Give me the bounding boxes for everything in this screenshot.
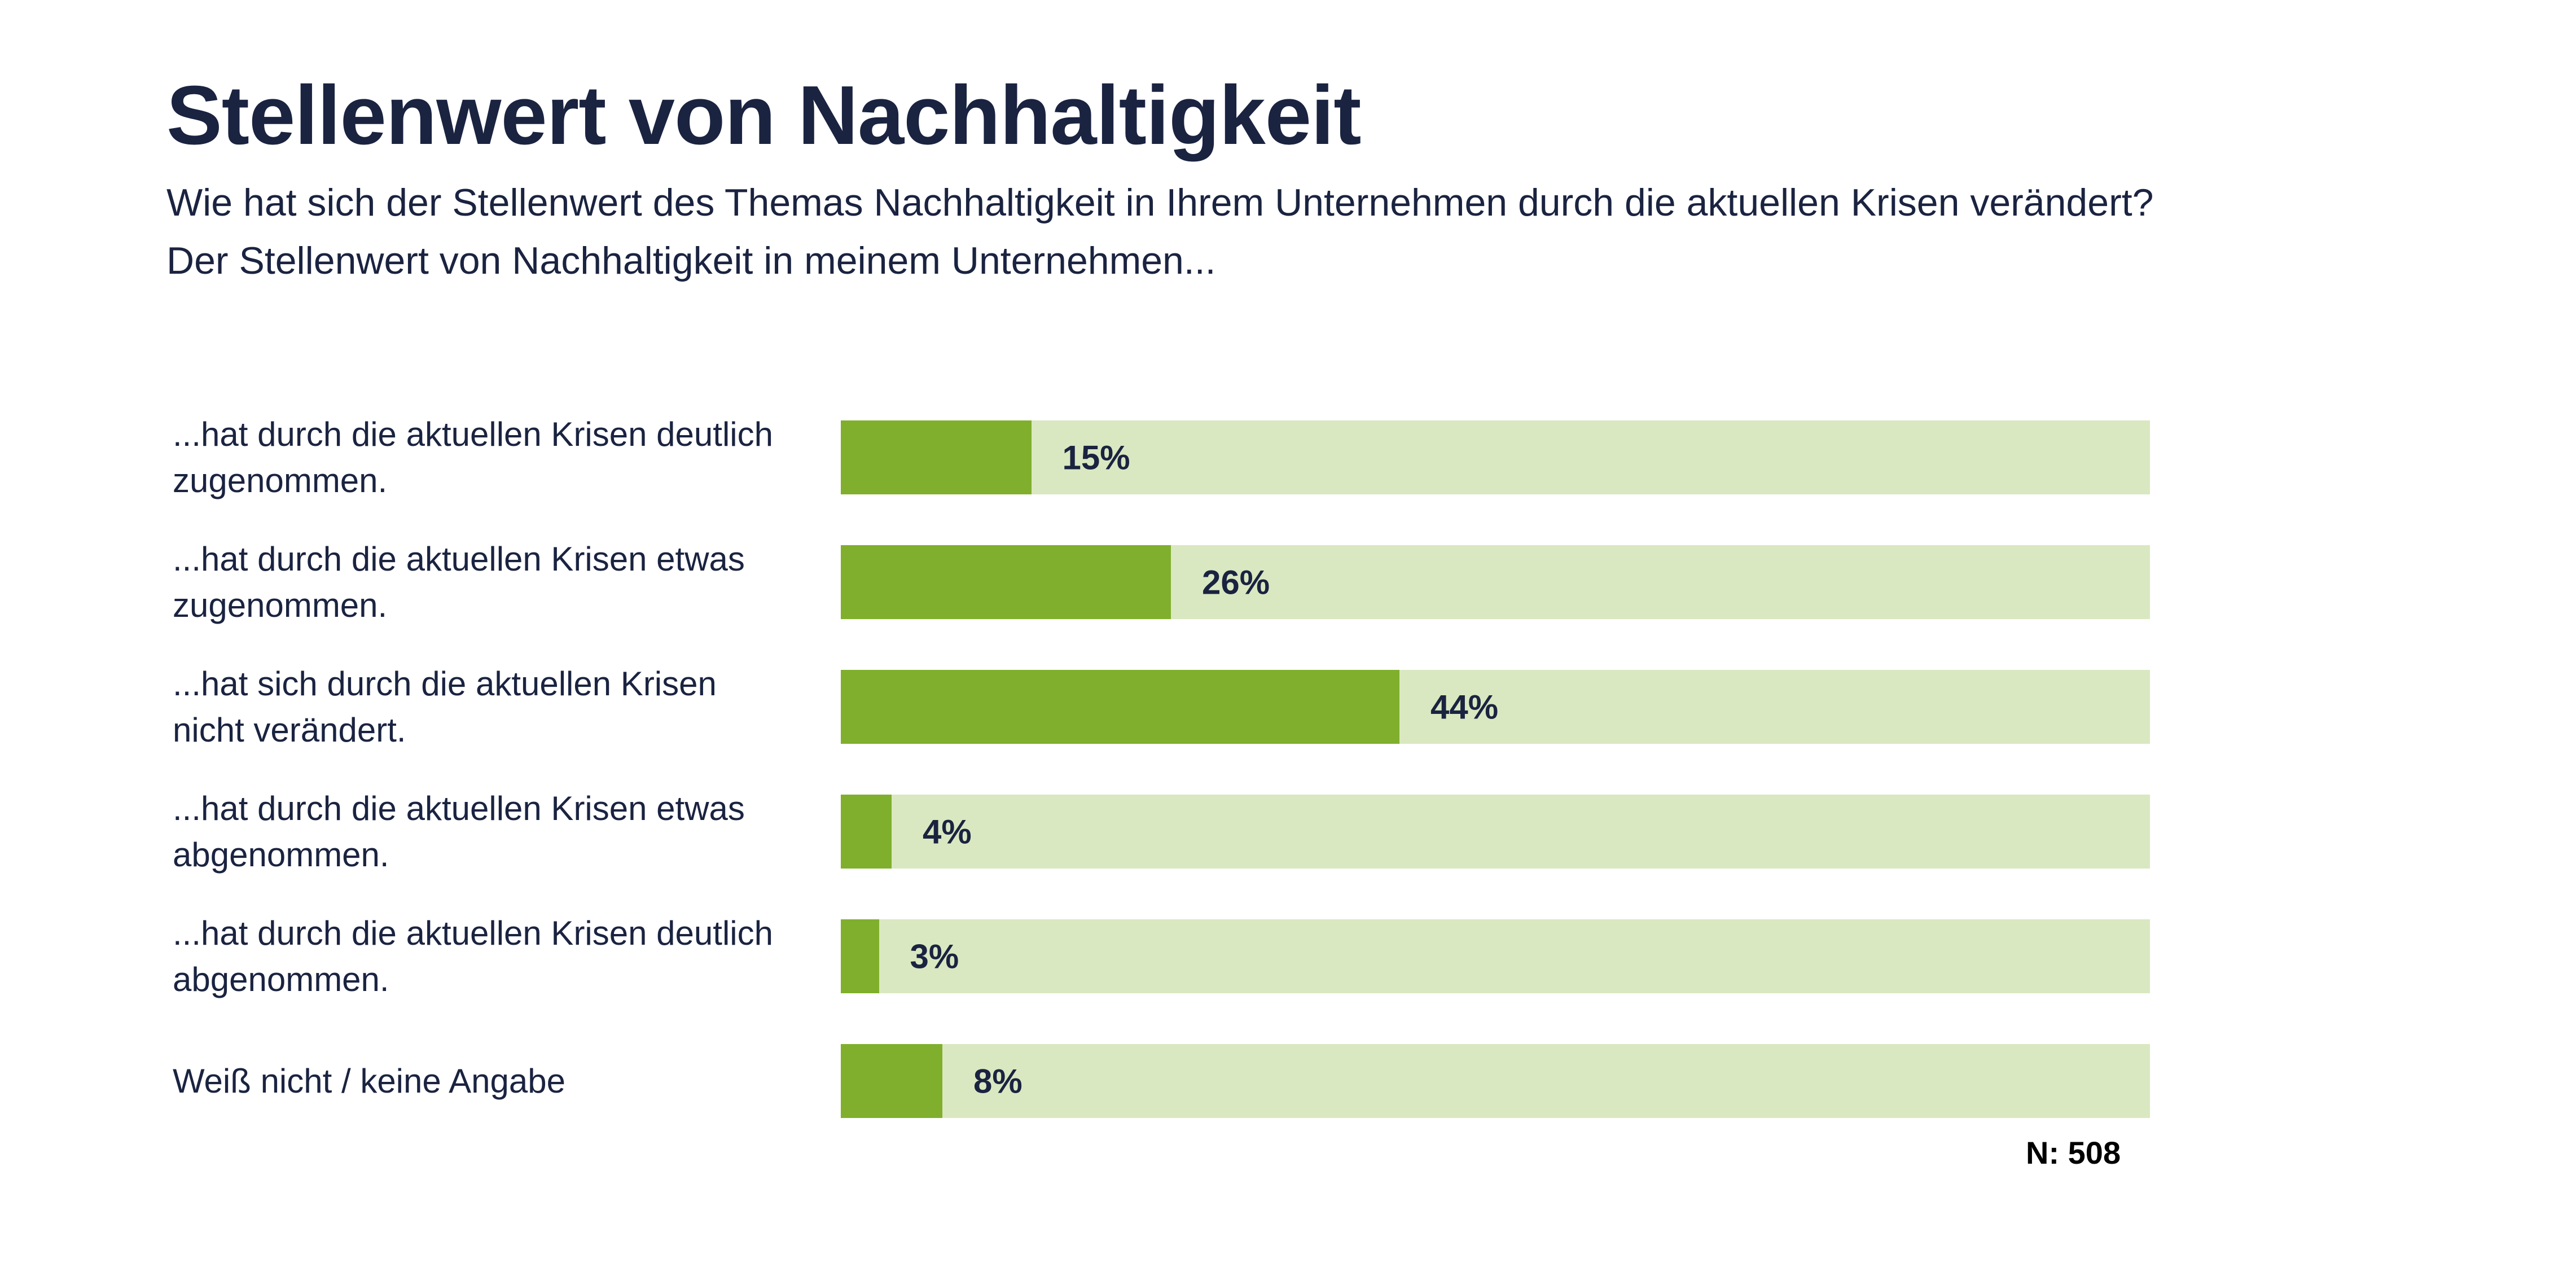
data-label: 26% <box>1202 563 1270 601</box>
chart-subtitle-statement: Der Stellenwert von Nachhaltigkeit in me… <box>166 239 1216 282</box>
bar <box>841 919 879 993</box>
category-label: ...hat sich durch die aktuellen Krisen n… <box>173 664 717 749</box>
bar-row: ...hat durch die aktuellen Krisen etwas … <box>0 540 2576 624</box>
data-label: 15% <box>1062 439 1130 476</box>
category-label: ...hat durch die aktuellen Krisen etwas … <box>173 789 745 874</box>
data-label: 44% <box>1430 688 1499 726</box>
bar-track <box>841 795 2150 869</box>
chart-subtitle-question: Wie hat sich der Stellenwert des Themas … <box>166 181 2154 224</box>
bar-row: ...hat durch die aktuellen Krisen deutli… <box>0 914 2576 998</box>
bar <box>841 795 892 869</box>
bar <box>841 670 1399 744</box>
category-label: ...hat durch die aktuellen Krisen deutli… <box>173 415 773 499</box>
category-label: ...hat durch die aktuellen Krisen etwas … <box>173 540 745 624</box>
sample-size: N: 508 <box>2026 1135 2121 1170</box>
bar-row: Weiß nicht / keine Angabe 8% <box>0 1044 2576 1118</box>
data-label: 8% <box>973 1062 1022 1100</box>
bar <box>841 1044 942 1118</box>
data-label: 3% <box>910 937 959 975</box>
bar-track <box>841 1044 2150 1118</box>
data-label: 4% <box>923 813 972 850</box>
bar-row: ...hat durch die aktuellen Krisen etwas … <box>0 790 2576 874</box>
bar-track <box>841 420 2150 494</box>
bar-row: ...hat sich durch die aktuellen Krisen n… <box>0 665 2576 749</box>
bar <box>841 420 1032 494</box>
bar-row: ...hat durch die aktuellen Krisen deutli… <box>0 415 2576 499</box>
bar <box>841 545 1171 619</box>
category-label: Weiß nicht / keine Angabe <box>173 1062 565 1100</box>
category-label: ...hat durch die aktuellen Krisen deutli… <box>173 914 773 998</box>
bar-track <box>841 919 2150 993</box>
chart-title: Stellenwert von Nachhaltigkeit <box>166 69 1362 162</box>
